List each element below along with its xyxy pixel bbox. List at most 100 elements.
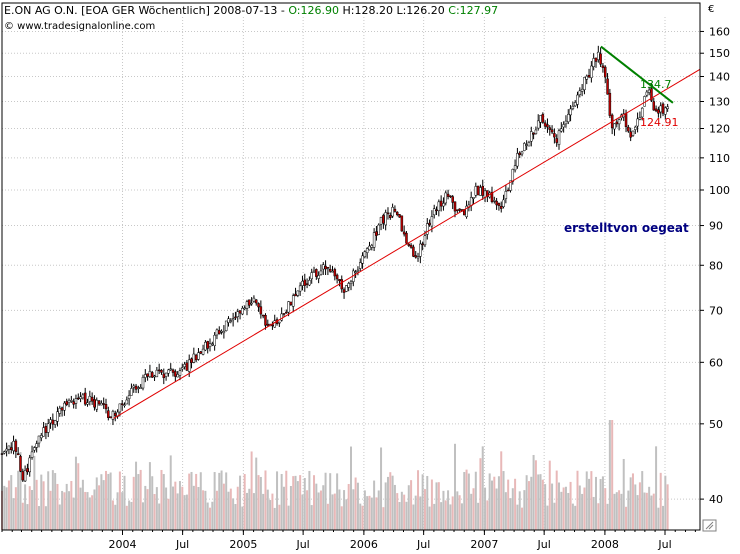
candle-body (81, 394, 85, 399)
volume-bar (574, 505, 577, 530)
candle-body (241, 307, 244, 315)
volume-bar (324, 472, 327, 530)
candle-body (490, 191, 494, 203)
candle-body (123, 404, 126, 407)
volume-bar (190, 471, 193, 530)
y-tick-label: 90 (709, 220, 723, 233)
candle-body (590, 65, 593, 78)
volume-bar (368, 495, 371, 530)
candle-body (298, 285, 302, 292)
candle-body (564, 120, 568, 125)
x-tick-label: Jul (295, 538, 309, 550)
candle-body (608, 92, 612, 116)
volume-bar (3, 485, 6, 530)
candle-body (280, 313, 283, 321)
volume-bar (571, 503, 574, 530)
candle-body (190, 358, 193, 363)
volume-bar (100, 474, 103, 530)
candle-body (322, 264, 325, 270)
candle-body (583, 77, 586, 90)
candle-body (220, 330, 223, 333)
volume-bar (132, 476, 135, 530)
volume-bar (588, 478, 591, 530)
volume-bar (363, 490, 366, 530)
chart-title: E.ON AG O.N. [EOA GER Wöchentlich] 2008-… (4, 4, 498, 17)
volume-bar (636, 495, 639, 530)
volume-bar (197, 487, 200, 530)
volume-bar (606, 503, 609, 530)
volume-bar (255, 457, 258, 530)
resize-grip-icon[interactable] (702, 519, 717, 532)
volume-bar (590, 471, 593, 530)
candle-body (155, 369, 159, 378)
candle-body (391, 207, 394, 217)
ohlc-value: C:127.97 (445, 4, 498, 17)
volume-bar (627, 490, 630, 530)
candle-body (102, 403, 105, 405)
volume-bar (500, 451, 503, 530)
candle-body (428, 222, 431, 225)
candle-body (356, 269, 360, 272)
volume-bar (655, 446, 658, 530)
candle-body (541, 114, 545, 123)
volume-bar (354, 477, 357, 530)
volume-bar (84, 491, 87, 530)
volume-bar (541, 479, 544, 530)
candle-body (86, 402, 89, 405)
candle-body (398, 214, 401, 218)
volume-bar (558, 482, 561, 530)
candle-body (238, 310, 242, 314)
candle-body (222, 331, 226, 334)
candle-body (358, 262, 362, 269)
candle-body (23, 470, 27, 482)
volume-bar (188, 473, 191, 530)
volume-bar (169, 455, 172, 530)
candle-body (539, 115, 542, 123)
candle-body (647, 89, 651, 93)
volume-bar (310, 505, 313, 530)
volume-bar (209, 507, 212, 530)
candle-body (400, 215, 404, 232)
volume-bar (384, 482, 387, 530)
candle-body (16, 453, 20, 456)
volume-bar (377, 490, 380, 530)
candle-body (354, 271, 357, 273)
volume-bar (622, 458, 625, 530)
candle-body (506, 189, 510, 192)
candle-body (83, 392, 87, 405)
volume-bar (225, 472, 228, 530)
grid (2, 17, 700, 530)
candle-body (664, 107, 667, 115)
x-tick-label: 2004 (109, 538, 137, 550)
volume-bar (417, 470, 420, 530)
candle-body (278, 321, 281, 324)
volume-bar (583, 487, 586, 530)
candle-body (88, 395, 92, 402)
volume-bar (285, 470, 288, 530)
candle-body (407, 243, 411, 246)
volume-bar (79, 487, 82, 530)
volume-bar (278, 504, 281, 530)
candle-body (201, 348, 205, 355)
volume-bar (479, 458, 482, 530)
candle-body (97, 400, 101, 405)
volume-bar (236, 486, 239, 530)
volume-bar (144, 485, 147, 530)
candle-body (511, 169, 515, 182)
candle-body (640, 107, 644, 118)
volume-bar (352, 489, 355, 530)
volume-bar (604, 488, 607, 530)
volume-bar (638, 482, 641, 530)
candle-body (335, 274, 339, 280)
volume-bar (135, 461, 138, 530)
candle-body (285, 311, 288, 314)
ohlc-value: H:128.20 (339, 4, 393, 17)
y-tick-label: 150 (709, 47, 730, 60)
candle-body (301, 280, 304, 286)
volume-bar (266, 489, 269, 530)
volume-bar (296, 481, 299, 530)
volume-bar (356, 482, 359, 530)
candle-body (363, 251, 367, 258)
candle-body (107, 410, 110, 418)
